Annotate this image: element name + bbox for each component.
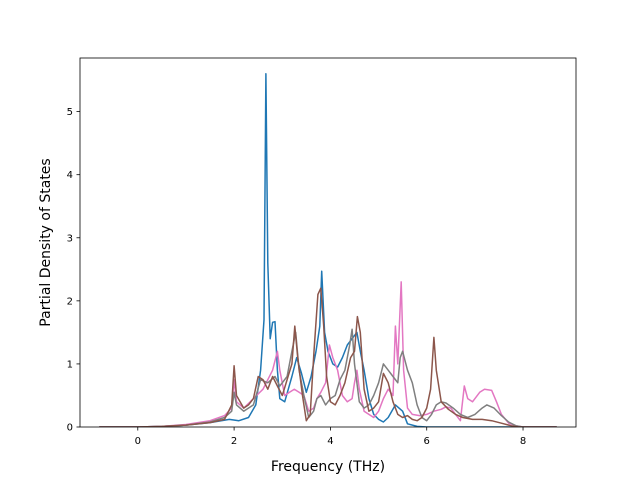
x-axis-label: Frequency (THz) bbox=[271, 459, 385, 475]
series-line-4 bbox=[99, 287, 557, 427]
x-tick-label: 2 bbox=[231, 436, 237, 447]
y-tick-label: 0 bbox=[67, 423, 73, 434]
x-tick-label: 0 bbox=[135, 436, 141, 447]
y-tick-label: 5 bbox=[67, 107, 73, 118]
plot-area bbox=[99, 73, 557, 427]
x-tick-label: 6 bbox=[424, 436, 430, 447]
axes-frame bbox=[79, 57, 577, 428]
y-tick-label: 4 bbox=[67, 170, 73, 181]
x-axis-ticks: 0 2 4 6 8 bbox=[135, 427, 526, 447]
y-axis-label: Partial Density of States bbox=[38, 158, 54, 326]
y-tick-label: 2 bbox=[67, 296, 73, 307]
y-tick-label: 3 bbox=[67, 233, 73, 244]
x-tick-label: 8 bbox=[520, 436, 526, 447]
series-line-3 bbox=[99, 328, 557, 427]
x-tick-label: 4 bbox=[327, 436, 333, 447]
y-tick-label: 1 bbox=[67, 359, 73, 370]
series-line-2 bbox=[99, 281, 557, 427]
y-axis-ticks: 0 1 2 3 4 5 bbox=[67, 107, 80, 434]
